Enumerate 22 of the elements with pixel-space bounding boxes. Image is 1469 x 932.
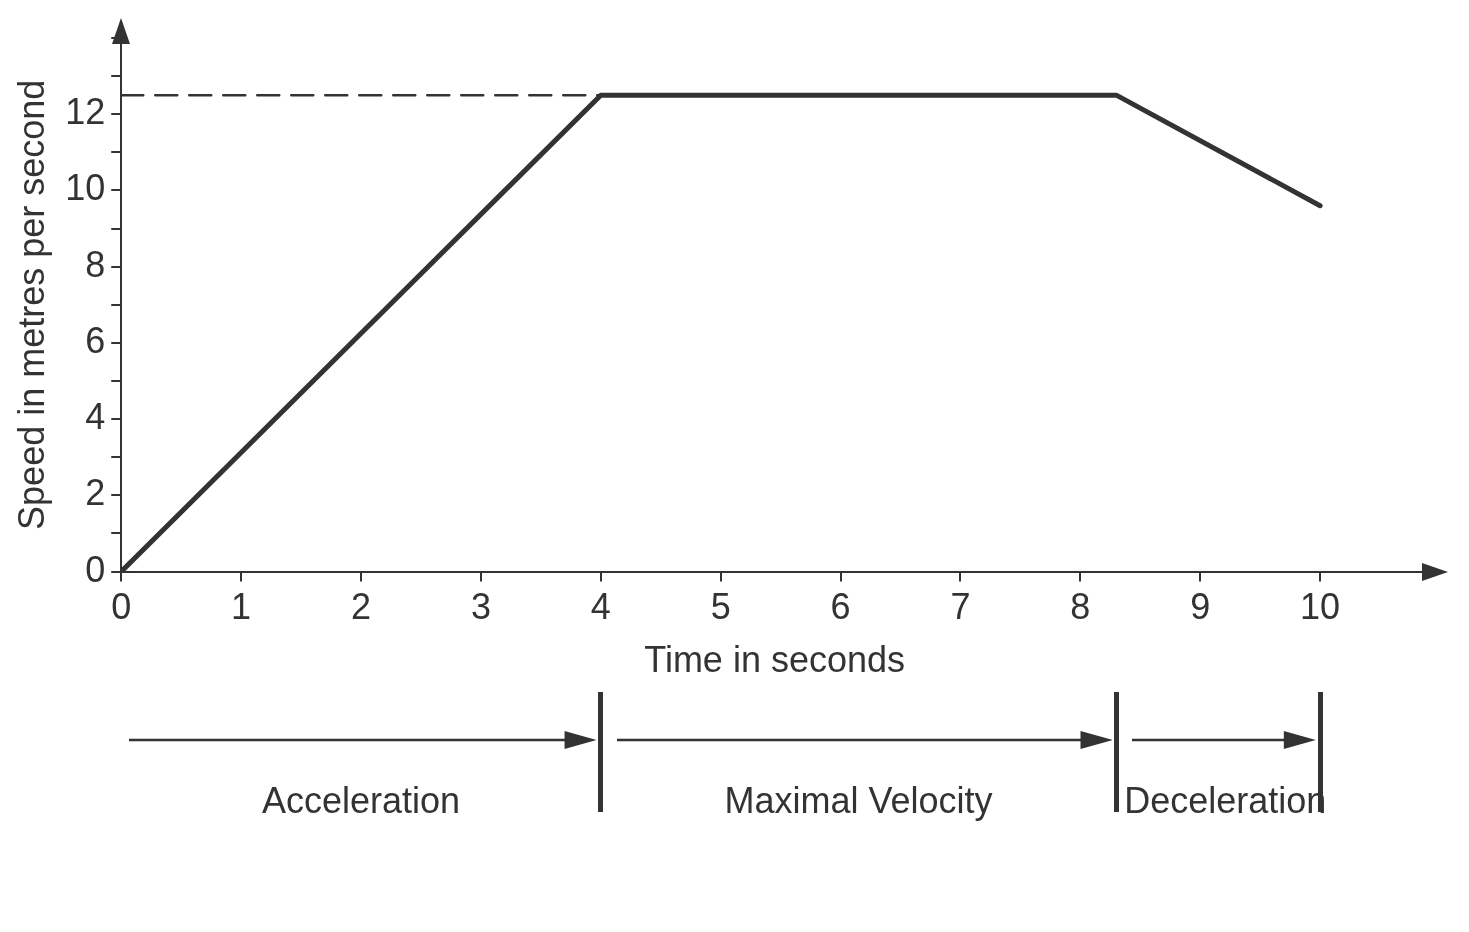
y-tick-label: 4	[85, 396, 106, 438]
x-tick-label: 5	[710, 586, 731, 628]
y-tick-label: 10	[65, 167, 106, 209]
y-tick-label: 2	[85, 472, 106, 514]
x-axis-title: Time in seconds	[644, 639, 906, 681]
x-tick-label: 4	[590, 586, 611, 628]
x-tick-label: 8	[1070, 586, 1091, 628]
x-tick-label: 9	[1190, 586, 1211, 628]
text: Maximal Velocity	[723, 779, 994, 822]
x-tick-label: 1	[231, 586, 252, 628]
x-tick-label: 0	[111, 586, 132, 628]
x-tick-label: 7	[950, 586, 971, 628]
x-tick-label: 3	[470, 586, 491, 628]
y-tick-label: 6	[85, 319, 106, 361]
y-tick-label: 12	[65, 91, 106, 133]
y-axis-title: Speed in metres per second	[10, 79, 52, 530]
x-tick-label: 6	[830, 586, 851, 628]
y-tick-label: 8	[85, 243, 106, 285]
x-tick-label: 10	[1300, 586, 1341, 628]
x-tick-label: 2	[351, 586, 372, 628]
text: Acceleration	[260, 779, 462, 822]
y-tick-label: 0	[85, 548, 106, 590]
